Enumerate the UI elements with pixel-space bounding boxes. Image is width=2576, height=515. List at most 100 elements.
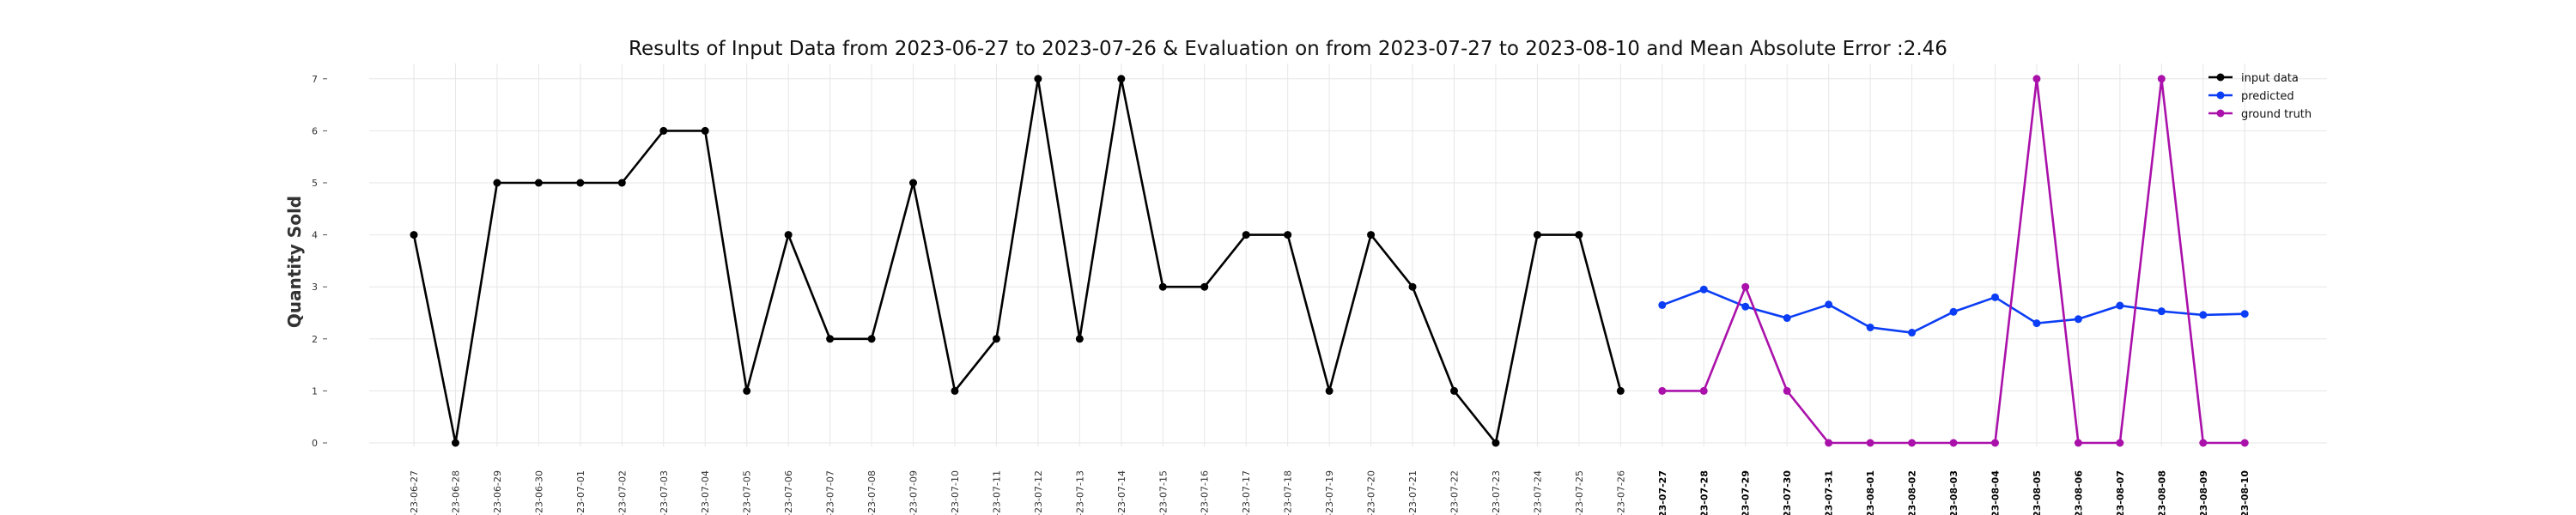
x-tick-label: -23-06-29 [492,470,503,515]
data-point [493,179,501,187]
x-tick-label: -23-06-30 [533,470,544,515]
x-tick-label: -23-07-12 [1033,470,1044,515]
x-tick-label: -23-07-31 [1824,470,1835,515]
data-point [1616,386,1625,395]
data-point [1825,300,1833,309]
x-tick-label: -23-07-06 [783,470,794,515]
x-tick-label: -23-07-17 [1241,470,1252,515]
x-tick-label: -23-07-14 [1116,470,1127,515]
x-tick-label: -23-08-07 [2115,470,2126,515]
x-tick-label: -23-07-22 [1449,470,1461,515]
x-tick-label: -23-08-01 [1865,470,1876,515]
y-tick-label: 1 [312,385,318,397]
x-tick-label: -23-07-20 [1366,470,1377,515]
series-input-data [410,75,1625,447]
data-point [2074,439,2082,447]
x-tick-label: -23-07-01 [575,470,586,515]
x-tick-label: -23-08-08 [2156,470,2167,515]
data-point [1533,231,1541,239]
x-tick-label: -23-07-10 [950,470,961,515]
data-point [1492,439,1500,447]
data-point [1866,439,1874,447]
data-point [1450,386,1458,395]
data-point [451,439,459,447]
data-point [2116,301,2124,310]
y-tick-label: 4 [312,230,318,241]
y-tick-label: 7 [312,74,318,85]
data-point [576,179,585,187]
y-tick-label: 3 [312,282,318,293]
x-tick-label: -23-07-18 [1283,470,1294,515]
data-point [1699,386,1708,395]
data-point [1866,323,1874,331]
data-point [1741,302,1750,311]
x-tick-label: -23-07-08 [866,470,878,515]
data-point [534,179,543,187]
legend-entry: ground truth [2241,108,2312,121]
x-axis-ticks: -23-06-27 -23-06-28 -23-06-29 -23-06-30 -23-… [409,470,2251,515]
data-point [1741,282,1750,291]
x-tick-label: -23-07-15 [1157,470,1169,515]
data-point [2240,310,2249,318]
data-point [951,386,959,395]
data-point [826,335,835,343]
legend: input data predicted ground truth [2208,72,2312,121]
x-tick-label: -23-08-04 [1990,470,2001,515]
x-tick-label: -23-07-16 [1200,470,1211,515]
y-axis-label: Quantity Sold [284,196,305,328]
data-point [784,231,793,239]
data-point [1367,231,1376,239]
legend-entry: input data [2241,72,2299,85]
legend-entry: predicted [2241,90,2294,103]
x-tick-label: -23-08-09 [2198,470,2209,515]
data-point [1117,75,1126,83]
data-point [1075,335,1084,343]
data-point [1949,307,1958,316]
data-point [1908,439,1917,447]
x-tick-label: -23-07-02 [617,470,628,515]
data-point [617,179,626,187]
data-point [1158,282,1167,291]
grid [369,64,2327,446]
data-point [1658,300,1667,309]
data-point [1408,282,1417,291]
data-point [2199,311,2208,319]
data-point [2032,75,2041,83]
series-line [412,77,1622,445]
x-tick-label: -23-07-19 [1324,470,1335,515]
data-point [2032,319,2041,328]
data-point [1325,386,1334,395]
x-tick-label: -23-07-28 [1698,470,1710,515]
x-tick-label: -23-08-03 [1948,470,1959,515]
series-layer [410,75,2249,447]
y-tick-label: 5 [312,178,318,189]
x-tick-label: -23-07-30 [1782,470,1793,515]
x-tick-label: -23-08-06 [2073,470,2084,515]
x-tick-label: -23-07-27 [1657,470,1668,515]
y-axis-ticks: 0 1 2 3 4 5 6 7 [312,74,327,449]
data-point [1783,314,1791,323]
data-point [992,335,1000,343]
data-point [701,126,709,135]
data-point [1034,75,1042,83]
y-tick-label: 2 [312,334,318,345]
series-predicted [1658,285,2249,337]
y-tick-label: 0 [312,438,318,449]
legend-swatch-marker [2216,73,2225,82]
legend-swatch-marker [2216,91,2225,100]
data-point [1783,386,1791,395]
data-point [1825,439,1833,447]
data-point [410,231,418,239]
data-point [659,126,668,135]
x-tick-label: -23-07-21 [1407,470,1419,515]
x-tick-label: -23-08-02 [1907,470,1918,515]
data-point [1575,231,1583,239]
data-point [743,386,751,395]
data-point [1284,231,1292,239]
data-point [2157,307,2166,316]
data-point [1908,329,1917,337]
data-point [1699,285,1708,294]
data-point [867,335,876,343]
data-point [1949,439,1958,447]
